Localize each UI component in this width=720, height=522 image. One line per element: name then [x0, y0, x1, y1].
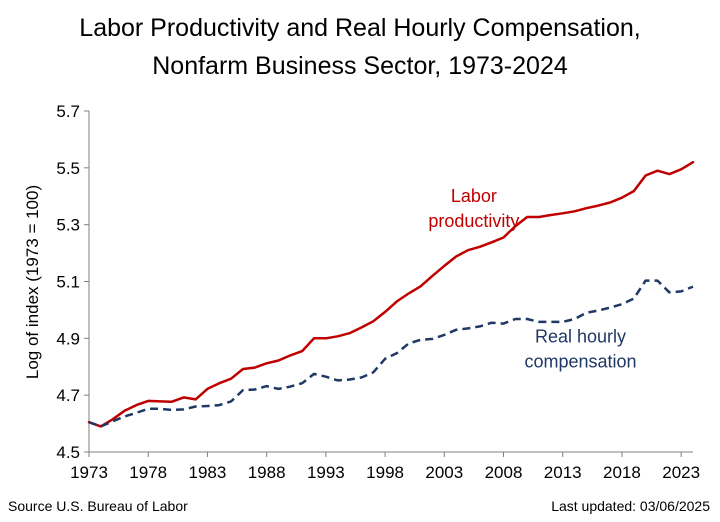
- y-tick-label: 4.5: [56, 443, 80, 462]
- y-tick-label: 5.1: [56, 273, 80, 292]
- x-tick-label: 1993: [307, 463, 345, 482]
- y-axis-label: Log of index (1973 = 100): [23, 185, 42, 379]
- x-tick-label: 1988: [248, 463, 286, 482]
- source-note: Source U.S. Bureau of Labor: [8, 498, 188, 514]
- x-axis-ticks: 1973 1978 1983 1988 1993 1998 2003 2008 2013 2018…: [70, 452, 700, 482]
- series-label-1-line-1: compensation: [524, 352, 636, 372]
- x-tick-label: 2013: [544, 463, 582, 482]
- series-line-0: [87, 160, 695, 428]
- chart-axes: [88, 111, 693, 453]
- series-labels: Labor productivity Real hourly compensation: [428, 186, 636, 372]
- series-label-1-line-0: Real hourly: [535, 327, 626, 347]
- chart-title-line-1: Labor Productivity and Real Hourly Compe…: [79, 14, 641, 42]
- series-label-0-line-0: Labor: [451, 186, 497, 206]
- y-tick-label: 5.3: [56, 216, 80, 235]
- x-tick-label: 1973: [70, 463, 108, 482]
- x-tick-label: 2018: [603, 463, 641, 482]
- y-tick-label: 4.7: [56, 386, 80, 405]
- x-tick-label: 1978: [129, 463, 167, 482]
- last-updated-note: Last updated: 03/06/2025: [551, 498, 710, 514]
- series-line-1: [88, 279, 694, 428]
- x-tick-label: 1983: [189, 463, 227, 482]
- x-tick-label: 2003: [425, 463, 463, 482]
- chart-title-line-2: Nonfarm Business Sector, 1973-2024: [152, 52, 568, 80]
- x-tick-label: 1998: [366, 463, 404, 482]
- x-tick-label: 2008: [485, 463, 523, 482]
- y-tick-label: 5.7: [56, 102, 80, 121]
- x-tick-label: 2023: [662, 463, 700, 482]
- series-lines: [87, 160, 695, 428]
- series-label-0-line-1: productivity: [428, 211, 519, 231]
- y-tick-label: 5.5: [56, 159, 80, 178]
- y-tick-label: 4.9: [56, 329, 80, 348]
- y-axis-ticks: 4.5 4.7 4.9 5.1 5.3 5.5 5.7: [56, 102, 89, 462]
